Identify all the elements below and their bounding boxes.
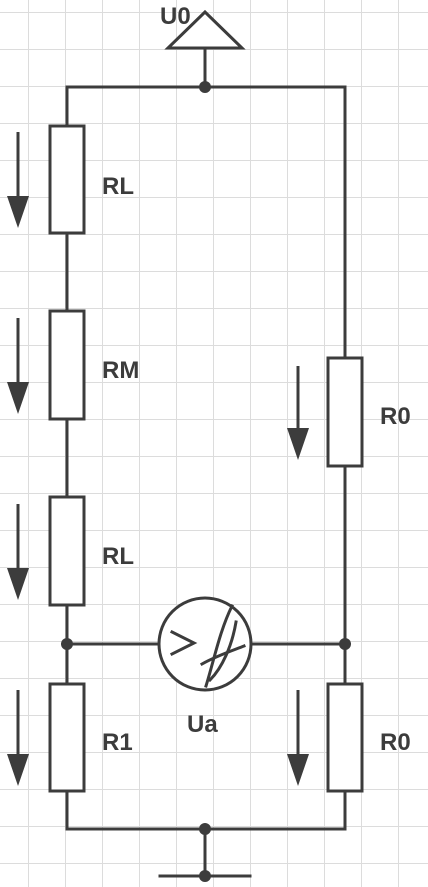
resistor-r0-upper-label: R0 — [380, 403, 411, 430]
resistor-rl-top — [48, 124, 86, 235]
arrow-down-icon — [287, 366, 309, 460]
right-bridge-node — [339, 638, 351, 650]
resistor-rm-label: RM — [102, 357, 139, 384]
meter-label: Ua — [187, 711, 218, 738]
resistor-r1-label: R1 — [102, 729, 133, 756]
top-node — [199, 81, 211, 93]
resistor-rm — [48, 309, 86, 421]
voltmeter-icon — [157, 596, 253, 692]
resistor-rl-bottom — [48, 495, 86, 607]
arrow-down-icon — [7, 504, 29, 600]
resistor-r0-lower-label: R0 — [380, 729, 411, 756]
arrow-down-icon — [7, 132, 29, 228]
resistor-r0-lower — [326, 682, 364, 793]
arrow-down-icon — [7, 690, 29, 786]
arrow-down-icon — [7, 318, 29, 414]
resistor-rl-top-label: RL — [102, 173, 134, 200]
resistor-r0-upper — [326, 356, 364, 468]
ground-icon — [158, 827, 252, 882]
supply-label: U0 — [160, 3, 191, 30]
left-bridge-node — [61, 638, 73, 650]
arrow-down-icon — [287, 690, 309, 786]
resistor-rl-bottom-label: RL — [102, 543, 134, 570]
resistor-r1 — [48, 682, 86, 793]
